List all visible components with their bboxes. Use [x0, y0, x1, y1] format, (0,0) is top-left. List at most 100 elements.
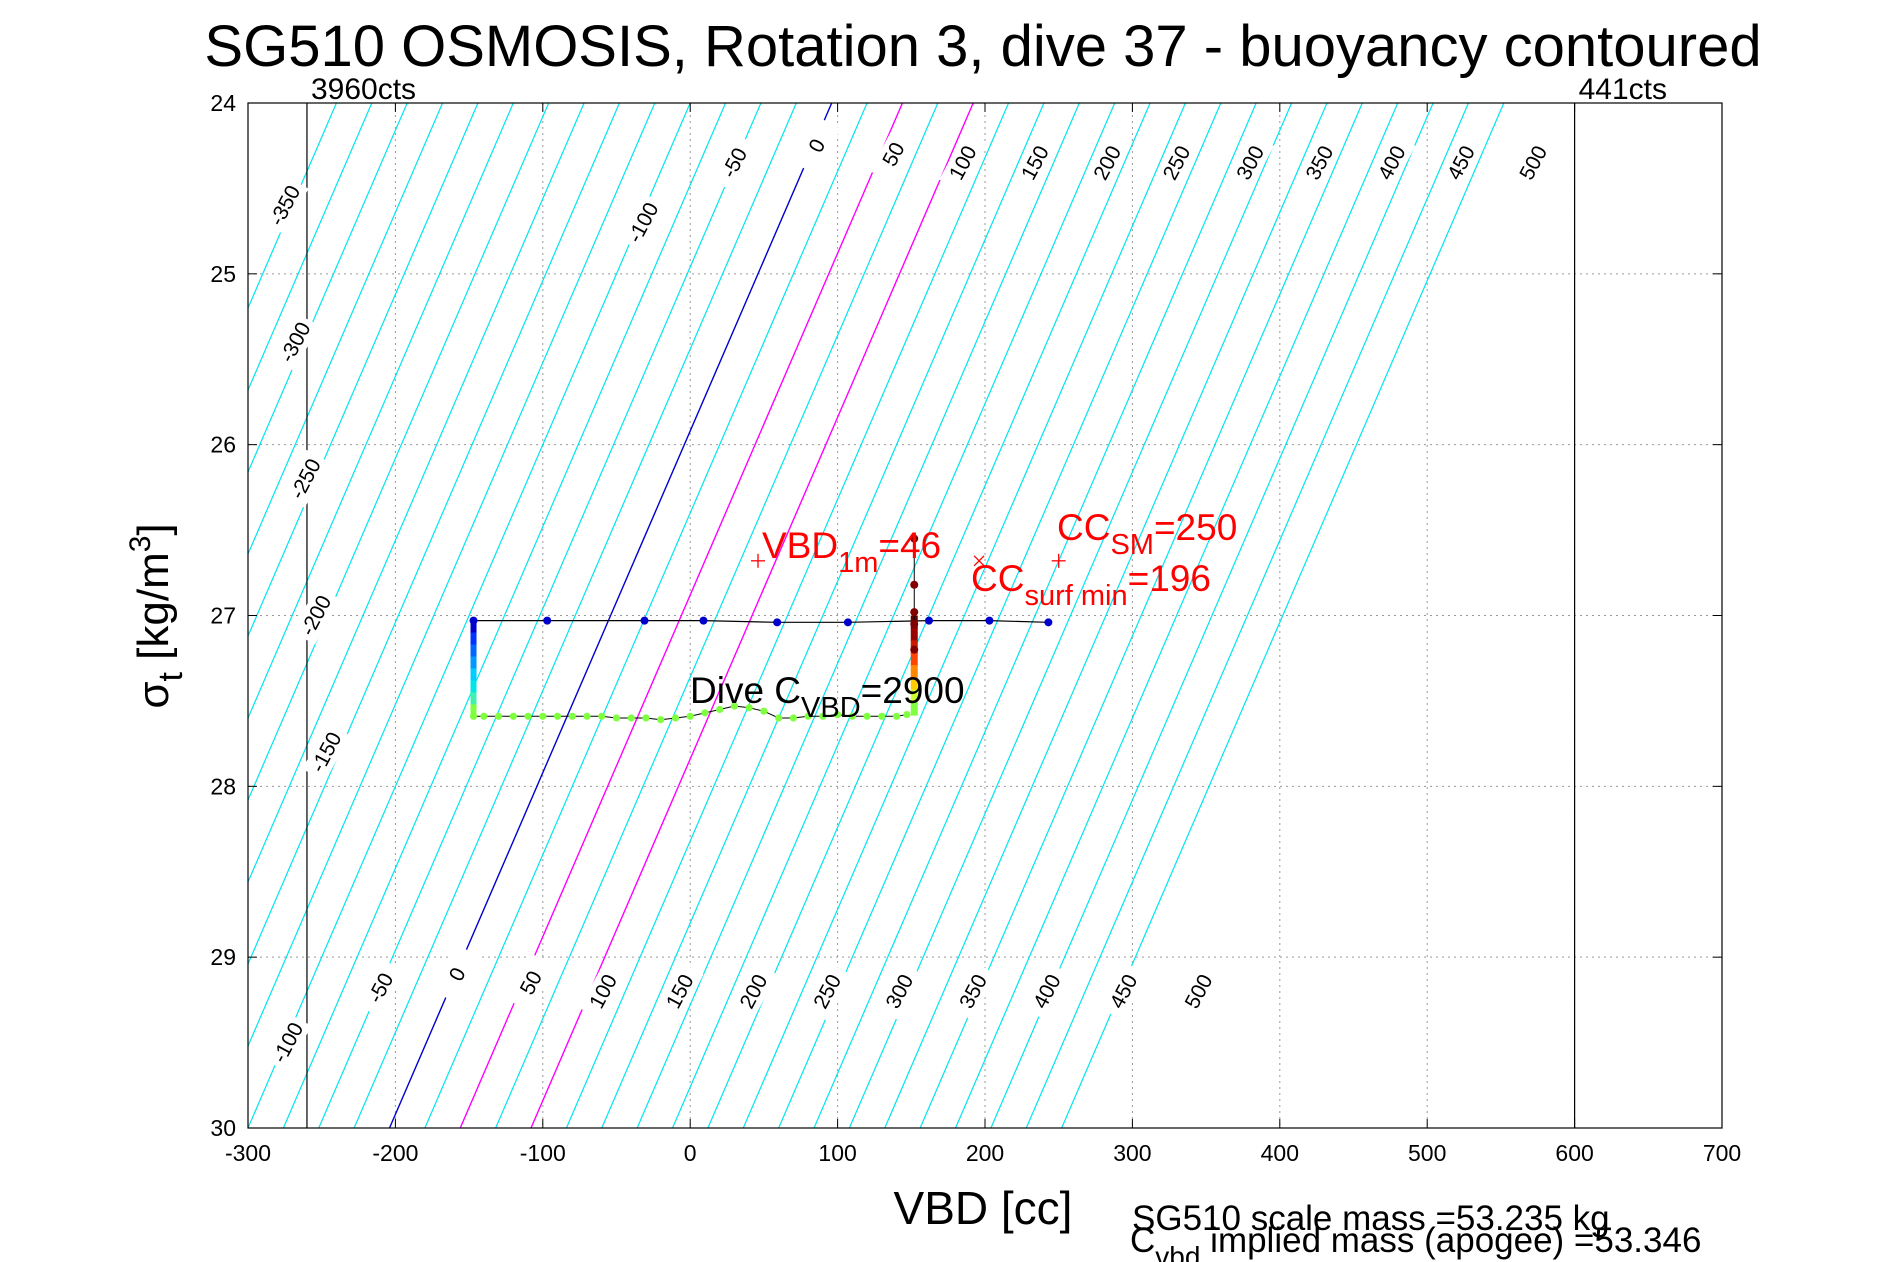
contour-line	[248, 103, 585, 884]
contour-line	[248, 103, 514, 720]
cc-surf-main: CC	[971, 558, 1024, 599]
left-column-segment	[470, 680, 477, 694]
chart-title: SG510 OSMOSIS, Rotation 3, dive 37 - buo…	[204, 14, 1761, 79]
contour-label-bg	[1152, 133, 1201, 192]
contour-line	[919, 103, 1363, 1128]
contour-label-bg	[507, 953, 555, 1012]
contour-line	[742, 103, 1187, 1128]
cc-surf-sub: surf min	[1024, 580, 1127, 612]
contour-line	[884, 103, 1328, 1128]
contour-label-bg	[264, 1013, 312, 1072]
left-column-segment	[470, 656, 477, 670]
dive-point	[1044, 618, 1053, 627]
climb-point	[642, 714, 650, 722]
contour-line	[248, 103, 656, 1048]
y-axis-label-subscript: t	[152, 672, 190, 682]
x-marker	[973, 555, 985, 567]
contour-line	[671, 103, 1116, 1128]
left-column-segment	[470, 632, 477, 646]
climb-point	[612, 714, 621, 722]
contour-line	[636, 103, 1080, 1128]
dive-point	[773, 618, 782, 627]
y-tick-label: 29	[210, 944, 236, 970]
x-tick-label: 200	[966, 1140, 1004, 1166]
dive-c-main: Dive C	[690, 670, 801, 711]
contour-label-bg	[579, 962, 627, 1021]
left-column-segment	[470, 620, 477, 634]
cc-sm-value: =250	[1154, 507, 1237, 548]
apogee-point	[910, 645, 919, 654]
y-tick-label: 27	[210, 603, 236, 629]
climb-point	[686, 712, 694, 720]
cc-surf-min-annotation: CCsurf min=196	[971, 558, 1211, 612]
implied-mass-text: Cvbd implied mass (apogee) =53.346	[1130, 1221, 1701, 1262]
contour-line	[1025, 103, 1470, 1128]
cc-sm-main: CC	[1057, 507, 1110, 548]
contour-label-bg	[869, 125, 918, 184]
x-tick-label: -200	[372, 1140, 418, 1166]
climb-point	[480, 712, 488, 720]
contour-label-bg	[1099, 962, 1148, 1021]
contour-label-bg	[656, 962, 704, 1021]
contour-line	[990, 103, 1434, 1128]
x-tick-label: -300	[225, 1140, 271, 1166]
contour-label-bg	[1509, 133, 1558, 192]
climb-point	[819, 712, 827, 720]
climb-point	[878, 712, 886, 720]
contour-line	[282, 103, 727, 1128]
contour-line	[424, 103, 868, 1128]
dive-point	[640, 616, 649, 625]
dive-c-vbd-annotation: Dive CVBD=2900	[690, 670, 965, 724]
climb-point	[509, 712, 517, 720]
dive-point	[985, 616, 994, 625]
left-column-segment	[470, 704, 477, 718]
climb-point	[848, 712, 856, 720]
tick-layer: -300 -200 -100 0 100 200 300 400 500 600 700 24 25 26…	[210, 90, 1741, 1166]
climb-point	[494, 712, 503, 720]
vbd-1m-main: VBD	[762, 525, 838, 566]
implied-mass-main: C	[1130, 1221, 1155, 1260]
climb-point	[892, 712, 901, 720]
implied-mass-sub: vbd	[1155, 1241, 1200, 1262]
right-column-segment	[910, 652, 918, 667]
contour-line	[248, 103, 408, 474]
apogee-point	[910, 608, 919, 617]
climb-point	[627, 714, 635, 722]
series-layer	[469, 534, 1066, 724]
contour-line	[778, 103, 1222, 1128]
implied-mass-rest: implied mass (apogee) =53.346	[1200, 1221, 1701, 1260]
climb-point	[671, 714, 680, 722]
x-axis-label: VBD [cc]	[894, 1182, 1073, 1234]
right-column-segment	[910, 677, 918, 691]
climb-point	[568, 712, 576, 720]
contour-label-bg	[433, 945, 481, 1004]
right-column-segment	[910, 689, 918, 704]
dive-c-sub: VBD	[801, 692, 861, 724]
contour-line	[495, 103, 939, 1128]
left-column-segment	[470, 668, 477, 682]
climb-point	[716, 705, 724, 714]
left-column-segment	[470, 644, 477, 658]
y-axis-label-close: ]	[129, 523, 178, 535]
contour-label-bg	[1368, 133, 1416, 192]
apogee-point	[910, 620, 919, 629]
contour-label-bg	[261, 176, 309, 235]
contour-line	[601, 103, 1045, 1128]
contour-label-bg	[1437, 133, 1485, 192]
contour-label-bg	[793, 116, 841, 175]
dive-point	[843, 618, 852, 627]
cc-sm-sub: SM	[1110, 529, 1154, 561]
contour-label-bg	[710, 133, 759, 192]
right-column-segment	[910, 627, 918, 642]
contour-line	[353, 103, 797, 1128]
climb-point	[903, 710, 911, 719]
climb-point	[745, 704, 753, 712]
contour-label-bg	[281, 449, 330, 508]
contour-label-bg	[356, 958, 405, 1017]
y-tick-label: 30	[210, 1115, 236, 1141]
contour-line	[248, 103, 691, 1128]
contour-label-bg	[949, 962, 997, 1021]
right-column-segment	[910, 665, 918, 679]
dive-point	[543, 616, 552, 625]
right-column-segment	[910, 702, 918, 716]
